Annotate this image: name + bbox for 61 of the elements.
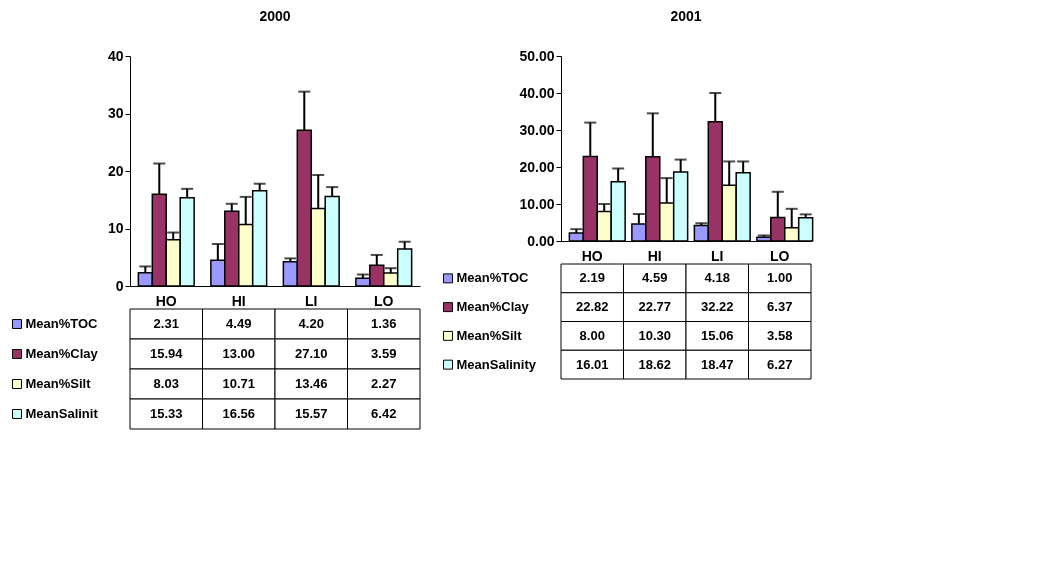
data-label: 13.46 <box>294 376 328 391</box>
x-tick-label: LO <box>770 247 790 264</box>
y-tick-label: 20 <box>107 162 124 179</box>
data-label: 13.00 <box>222 346 256 361</box>
legend-label: Mean%TOC <box>25 316 99 331</box>
data-label: 1.00 <box>767 270 793 286</box>
x-tick-label: HI <box>231 292 246 309</box>
data-label: 15.94 <box>149 346 184 361</box>
data-label: 2.27 <box>371 376 397 391</box>
x-tick-label: HO <box>155 292 177 309</box>
data-label: 4.59 <box>642 270 668 286</box>
legend-label: MeanSalinit <box>25 406 99 421</box>
y-tick-label: 30.00 <box>519 121 555 138</box>
data-label: 32.22 <box>700 299 734 315</box>
x-tick-label: HI <box>647 247 662 264</box>
data-label: 3.59 <box>371 346 397 361</box>
data-label: 16.56 <box>222 406 256 421</box>
y-tick-label: 20.00 <box>519 158 555 175</box>
chart-title: 2001 <box>670 8 702 24</box>
x-tick-label: LO <box>374 292 394 309</box>
x-tick-label: LI <box>305 292 318 309</box>
x-tick-label: LI <box>711 247 724 264</box>
legend-label: Mean%Clay <box>25 346 99 361</box>
data-label: 10.30 <box>638 327 672 343</box>
data-label: 4.18 <box>704 270 730 286</box>
y-tick-label: 10.00 <box>519 195 555 212</box>
data-label: 6.37 <box>767 299 793 315</box>
data-label: 6.42 <box>371 406 397 421</box>
data-label: 2.19 <box>579 270 605 286</box>
data-label: 8.00 <box>579 327 605 343</box>
data-label: 15.06 <box>700 327 734 343</box>
data-label: 15.33 <box>149 406 183 421</box>
y-tick-label: 50.00 <box>519 47 555 64</box>
legend-label: Mean%TOC <box>456 270 530 286</box>
legend-label: MeanSalinity <box>456 356 537 372</box>
data-label: 18.47 <box>700 356 734 372</box>
data-label: 4.20 <box>298 316 324 331</box>
y-tick-label: 40.00 <box>519 84 555 101</box>
data-label: 1.36 <box>371 316 397 331</box>
y-tick-label: 40 <box>107 47 124 64</box>
data-label: 8.03 <box>153 376 179 391</box>
data-label: 22.82 <box>575 299 609 315</box>
data-label: 22.77 <box>638 299 672 315</box>
data-label: 3.58 <box>767 327 793 343</box>
y-tick-label: 0 <box>115 277 124 294</box>
data-label: 2.31 <box>153 316 179 331</box>
legend-label: Mean%Silt <box>456 327 523 343</box>
data-label: 4.49 <box>226 316 252 331</box>
data-label: 18.62 <box>638 356 672 372</box>
data-label: 16.01 <box>575 356 609 372</box>
data-label: 10.71 <box>222 376 256 391</box>
data-label: 27.10 <box>294 346 328 361</box>
chart-title: 2000 <box>259 8 291 24</box>
y-tick-label: 30 <box>107 105 124 121</box>
data-label: 15.57 <box>294 406 328 421</box>
y-tick-label: 10 <box>107 220 124 236</box>
x-tick-label: HO <box>581 247 603 264</box>
legend-label: Mean%Silt <box>25 376 92 391</box>
y-tick-label: 0.00 <box>527 232 555 249</box>
legend-label: Mean%Clay <box>456 299 530 315</box>
data-label: 6.27 <box>767 356 793 372</box>
